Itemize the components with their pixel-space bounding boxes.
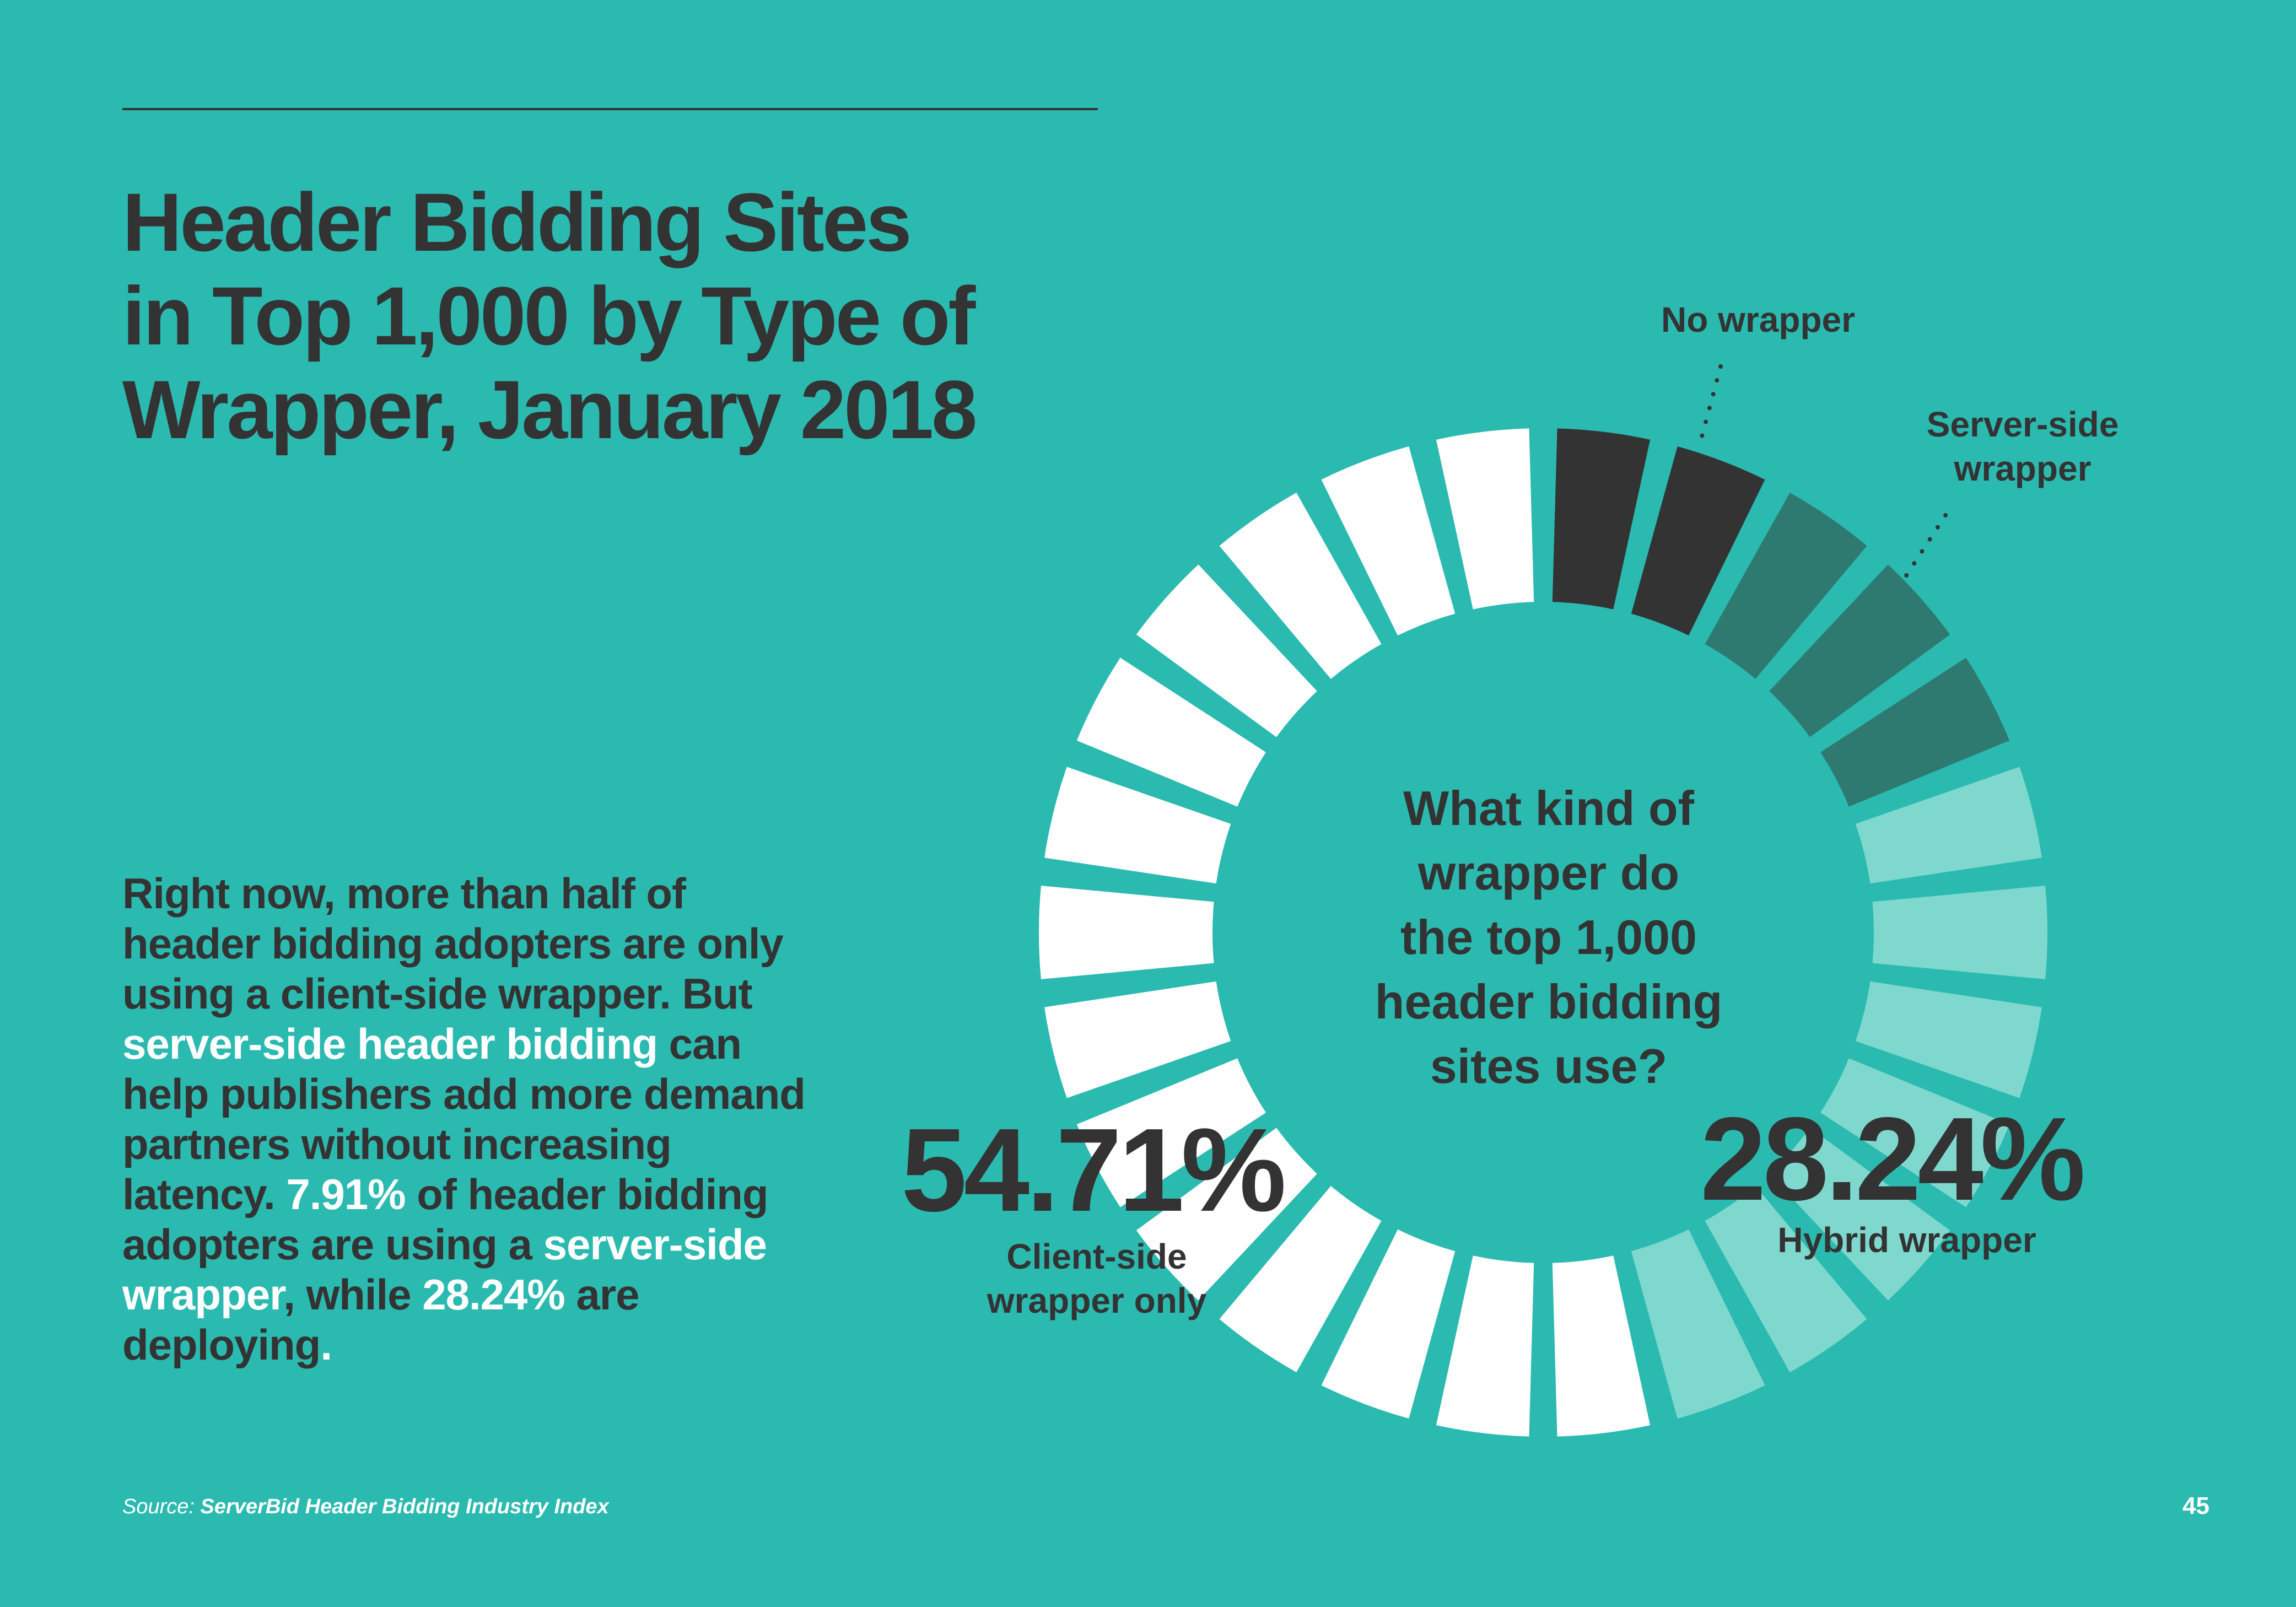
- client-side-segment: [1038, 886, 1214, 979]
- client-side-segment: [1219, 492, 1382, 679]
- chart-center-question: What kind of wrapper do the top 1,000 he…: [1312, 776, 1786, 1098]
- hybrid-label-line: Hybrid wrapper: [1777, 1220, 2036, 1260]
- source-text: ServerBid Header Bidding Industry Index: [200, 1495, 609, 1518]
- no-wrapper-label: No wrapper: [1626, 298, 1890, 342]
- client-side-segment: [1321, 446, 1456, 636]
- body-highlight: .: [320, 1320, 332, 1369]
- client-side-segment: [1552, 1255, 1651, 1437]
- body-text: are deploying: [122, 1270, 640, 1369]
- no-wrapper-leader: [1700, 364, 1723, 439]
- body-text: of header bidding adopters are using a: [122, 1170, 769, 1269]
- page-number: 45: [2182, 1492, 2209, 1519]
- client-side-label-line: Client-side: [1006, 1237, 1187, 1276]
- center-question-line: header bidding: [1375, 974, 1723, 1029]
- source-label: Source:: [122, 1495, 195, 1518]
- no-wrapper-segment: [1552, 428, 1651, 610]
- body-highlight: server-side header bidding: [122, 1020, 658, 1068]
- body-text: , while: [283, 1270, 423, 1319]
- server-side-segment: [1769, 564, 1950, 737]
- client-side-segment: [1076, 657, 1266, 807]
- body-paragraph: Right now, more than half of header bidd…: [122, 869, 811, 1370]
- center-question-line: What kind of: [1403, 781, 1694, 835]
- no-wrapper-label-line: No wrapper: [1661, 300, 1856, 339]
- hybrid-segment: [1705, 1186, 1867, 1373]
- server-side-label: Server-side wrapper: [1885, 402, 2160, 490]
- hybrid-segment: [1855, 981, 2042, 1098]
- client-side-segment: [1436, 428, 1534, 610]
- hybrid-percent: 28.24%: [1700, 1092, 2085, 1225]
- hybrid-segment: [1872, 886, 2047, 979]
- client-side-segment: [1219, 1186, 1382, 1373]
- client-side-segment: [1136, 1128, 1317, 1301]
- hybrid-segment: [1820, 1058, 2010, 1207]
- hybrid-label: Hybrid wrapper: [1764, 1218, 2050, 1262]
- body-highlight: server-side wrapper: [122, 1220, 767, 1319]
- client-side-segment: [1044, 981, 1231, 1098]
- client-side-segment: [1044, 767, 1231, 884]
- title-line: Wrapper, January 2018: [122, 363, 977, 456]
- page-title: Header Bidding Sites in Top 1,000 by Typ…: [122, 175, 1169, 456]
- server-side-leader: [1900, 513, 1948, 584]
- client-side-segment: [1436, 1255, 1534, 1437]
- client-side-segment: [1136, 564, 1317, 737]
- client-side-label-line: wrapper only: [987, 1281, 1207, 1320]
- client-side-percent: 54.71%: [901, 1103, 1286, 1236]
- body-highlight: 28.24%: [422, 1270, 565, 1319]
- center-question-line: wrapper do: [1418, 845, 1680, 900]
- client-side-segment: [1076, 1058, 1266, 1207]
- center-question-line: sites use?: [1430, 1039, 1668, 1093]
- title-line: Header Bidding Sites: [122, 176, 912, 268]
- hybrid-segment: [1855, 767, 2042, 884]
- source-note: Source: ServerBid Header Bidding Industr…: [122, 1495, 609, 1519]
- title-line: in Top 1,000 by Type of: [122, 269, 975, 362]
- no-wrapper-segment: [1631, 446, 1765, 636]
- client-side-label: Client-side wrapper only: [970, 1234, 1224, 1323]
- client-side-segment: [1321, 1229, 1456, 1419]
- body-text: can help publishers add more demand part…: [122, 1020, 806, 1218]
- body-text: Right now, more than half of header bidd…: [122, 869, 784, 1018]
- server-side-segment: [1705, 492, 1867, 679]
- server-side-label-line: Server-side: [1926, 405, 2119, 444]
- center-question-line: the top 1,000: [1400, 910, 1697, 964]
- top-rule: [122, 108, 1098, 110]
- server-side-label-line: wrapper: [1954, 449, 2092, 488]
- body-highlight: 7.91%: [286, 1170, 406, 1218]
- hybrid-segment: [1631, 1229, 1765, 1419]
- server-side-segment: [1820, 657, 2010, 807]
- hybrid-segment: [1769, 1128, 1950, 1301]
